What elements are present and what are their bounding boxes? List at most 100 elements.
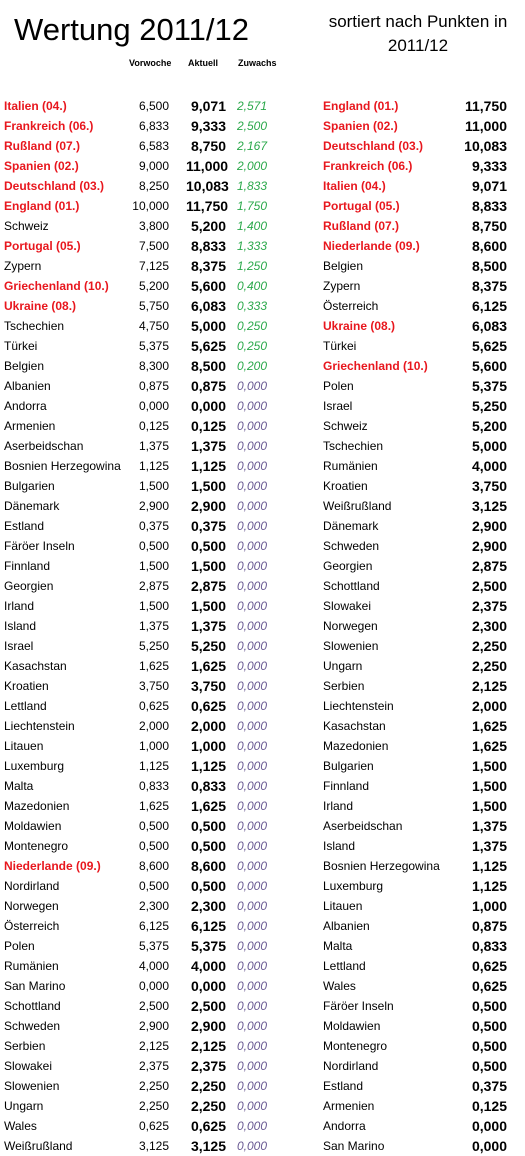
zuwachs-value: 0,000 [237, 499, 268, 513]
aktuell-value: 1,125 [190, 758, 226, 774]
country-name: Albanien [4, 379, 51, 393]
zuwachs-value: 0,000 [237, 439, 268, 453]
sorted-points-value: 8,600 [471, 238, 507, 254]
table-row: Estland 0,375 0,375 0,000 Dänemark 2,900 [0, 516, 525, 536]
aktuell-value: 0,500 [190, 878, 226, 894]
sorted-country-name: Schottland [323, 579, 380, 593]
sorted-points-value: 1,500 [471, 778, 507, 794]
zuwachs-value: 0,000 [237, 899, 268, 913]
aktuell-value: 0,000 [190, 398, 226, 414]
sorted-country-name: England (01.) [323, 99, 399, 113]
vorwoche-value: 1,125 [138, 759, 169, 773]
vorwoche-value: 0,000 [138, 979, 169, 993]
sorted-country-name: Israel [323, 399, 353, 413]
zuwachs-value: 0,000 [237, 1079, 268, 1093]
sorted-country-name: Albanien [323, 919, 370, 933]
vorwoche-value: 3,800 [138, 219, 169, 233]
zuwachs-value: 0,000 [237, 399, 268, 413]
aktuell-value: 1,375 [190, 438, 226, 454]
zuwachs-value: 0,000 [237, 919, 268, 933]
sorted-country-name: Bosnien Herzegowina [323, 859, 440, 873]
vorwoche-value: 6,833 [138, 119, 169, 133]
country-name: San Marino [4, 979, 66, 993]
table-row: Italien (04.) 6,500 9,071 2,571 England (01.… [0, 96, 525, 116]
table-row: Tschechien 4,750 5,000 0,250 Ukraine (08.) 6,… [0, 316, 525, 336]
sorted-points-value: 2,875 [471, 558, 507, 574]
country-name: Mazedonien [4, 799, 70, 813]
aktuell-value: 8,833 [190, 238, 226, 254]
sorted-country-name: Irland [323, 799, 354, 813]
aktuell-value: 1,625 [190, 658, 226, 674]
zuwachs-value: 0,000 [237, 999, 268, 1013]
sorted-points-value: 5,375 [471, 378, 507, 394]
aktuell-value: 0,500 [190, 538, 226, 554]
aktuell-value: 2,000 [190, 718, 226, 734]
aktuell-value: 5,250 [190, 638, 226, 654]
sorted-points-value: 10,083 [464, 138, 507, 154]
sorted-points-value: 2,300 [471, 618, 507, 634]
table-row: Schweiz 3,800 5,200 1,400 Rußland (07.) 8,750 [0, 216, 525, 236]
table-row: Spanien (02.) 9,000 11,000 2,000 Frankreich … [0, 156, 525, 176]
table-row: Schottland 2,500 2,500 0,000 Färöer Inseln 0,… [0, 996, 525, 1016]
country-name: Kasachstan [4, 659, 67, 673]
country-name: Ukraine (08.) [4, 299, 77, 313]
sorted-points-value: 1,375 [471, 818, 507, 834]
vorwoche-value: 1,500 [138, 479, 169, 493]
sorted-points-value: 2,375 [471, 598, 507, 614]
country-name: Schweden [4, 1019, 61, 1033]
zuwachs-value: 0,000 [237, 379, 268, 393]
zuwachs-value: 0,000 [237, 799, 268, 813]
table-row: Island 1,375 1,375 0,000 Norwegen 2,300 [0, 616, 525, 636]
vorwoche-value: 2,375 [138, 1059, 169, 1073]
aktuell-value: 2,900 [190, 498, 226, 514]
sorted-points-value: 1,500 [471, 798, 507, 814]
vorwoche-value: 3,750 [138, 679, 169, 693]
sorted-country-name: Färöer Inseln [323, 999, 394, 1013]
sorted-country-name: Kroatien [323, 479, 368, 493]
zuwachs-value: 0,000 [237, 779, 268, 793]
country-name: Israel [4, 639, 34, 653]
sorted-points-value: 8,750 [471, 218, 507, 234]
table-row: Portugal (05.) 7,500 8,833 1,333 Niederlande… [0, 236, 525, 256]
sorted-points-value: 0,833 [471, 938, 507, 954]
aktuell-value: 3,125 [190, 1138, 226, 1154]
sorted-country-name: Kasachstan [323, 719, 386, 733]
sorted-points-value: 2,000 [471, 698, 507, 714]
aktuell-value: 1,625 [190, 798, 226, 814]
zuwachs-value: 0,000 [237, 519, 268, 533]
sorted-country-name: Malta [323, 939, 353, 953]
table-row: Weißrußland 3,125 3,125 0,000 San Marino 0,00… [0, 1136, 525, 1156]
vorwoche-value: 5,750 [138, 299, 169, 313]
sorted-country-name: Finnland [323, 779, 370, 793]
country-name: Färöer Inseln [4, 539, 75, 553]
sorted-country-name: San Marino [323, 1139, 385, 1153]
table-row: Serbien 2,125 2,125 0,000 Montenegro 0,500 [0, 1036, 525, 1056]
aktuell-value: 2,375 [190, 1058, 226, 1074]
country-name: Rumänien [4, 959, 59, 973]
table-row: Georgien 2,875 2,875 0,000 Schottland 2,500 [0, 576, 525, 596]
table-row: Kroatien 3,750 3,750 0,000 Serbien 2,125 [0, 676, 525, 696]
zuwachs-value: 0,000 [237, 859, 268, 873]
sorted-points-value: 1,625 [471, 738, 507, 754]
sorted-country-name: Portugal (05.) [323, 199, 400, 213]
aktuell-value: 0,000 [190, 978, 226, 994]
zuwachs-value: 0,000 [237, 819, 268, 833]
sort-subtitle: sortiert nach Punkten in 2011/12 [328, 12, 508, 55]
vorwoche-value: 1,125 [138, 459, 169, 473]
aktuell-value: 9,071 [190, 98, 226, 114]
sorted-points-value: 1,000 [471, 898, 507, 914]
table-row: Ukraine (08.) 5,750 6,083 0,333 Österreich 6,… [0, 296, 525, 316]
zuwachs-value: 1,250 [237, 259, 268, 273]
zuwachs-value: 0,000 [237, 1039, 268, 1053]
zuwachs-value: 0,000 [237, 419, 268, 433]
aktuell-value: 8,750 [190, 138, 226, 154]
aktuell-value: 2,875 [190, 578, 226, 594]
sorted-country-name: Litauen [323, 899, 363, 913]
sorted-points-value: 0,375 [471, 1078, 507, 1094]
aktuell-value: 5,625 [190, 338, 226, 354]
sorted-points-value: 1,375 [471, 838, 507, 854]
vorwoche-value: 7,125 [138, 259, 169, 273]
sorted-points-value: 6,083 [471, 318, 507, 334]
column-header-aktuell: Aktuell [188, 58, 219, 68]
zuwachs-value: 0,000 [237, 739, 268, 753]
